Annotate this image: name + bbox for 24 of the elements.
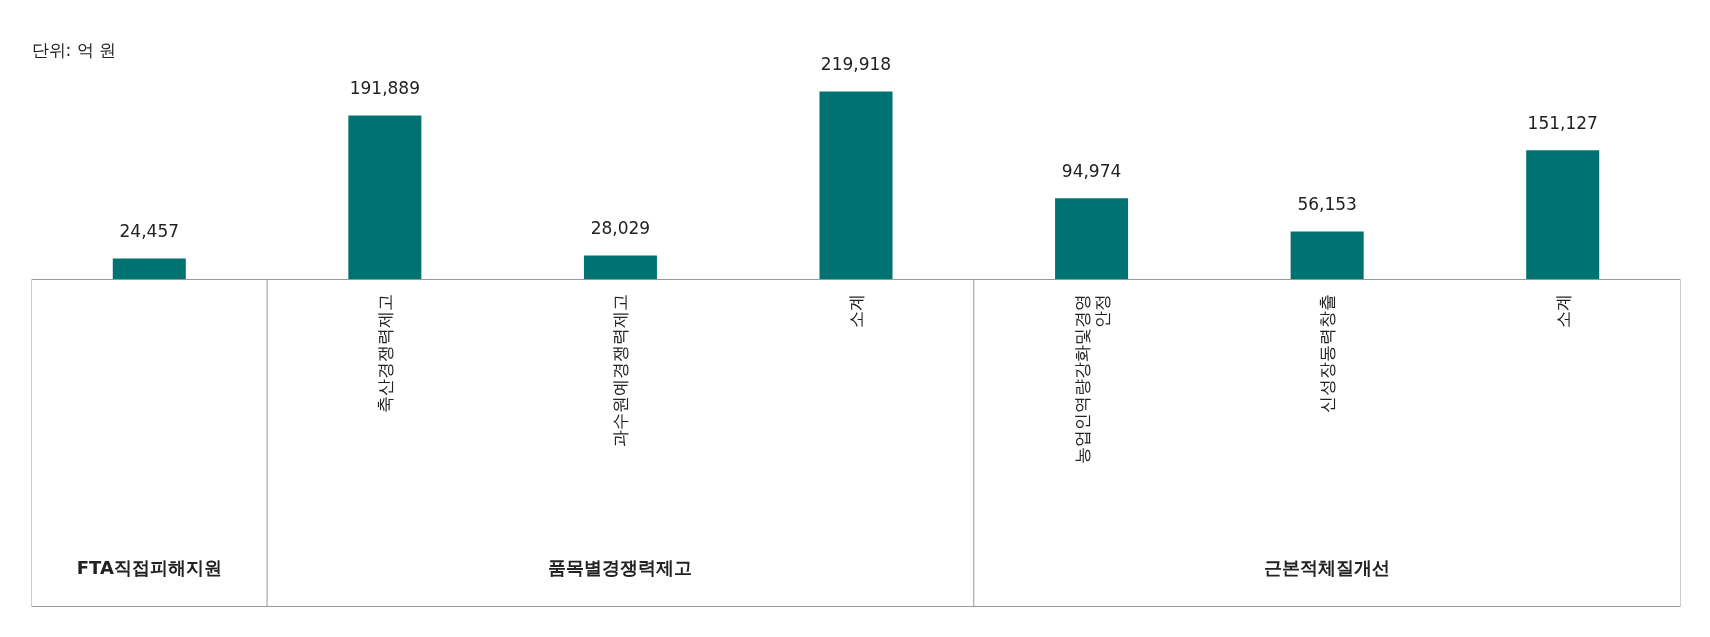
bar <box>819 91 893 280</box>
text: FTA직접피해지원 <box>76 557 222 578</box>
data-label: 94,974 <box>1061 160 1122 181</box>
data-label: 219,918 <box>820 54 892 74</box>
x-tick-label: 과수원예경쟁력제고 <box>610 293 631 447</box>
x-tick-label: 농업인역량강화및경영 안정 <box>1071 293 1112 464</box>
bar <box>1055 198 1129 280</box>
x-tick-label: 축산경쟁력제고 <box>374 293 395 413</box>
x-tick-label: 소계 <box>846 293 866 328</box>
text: 품목별경쟁력제고 <box>548 557 693 578</box>
bar <box>1290 231 1364 280</box>
bar <box>112 258 186 280</box>
data-label: 28,029 <box>590 218 651 239</box>
text: 근본적체질개선 <box>1264 557 1391 578</box>
data-label: 151,127 <box>1527 112 1598 133</box>
data-label: 56,153 <box>1297 194 1357 214</box>
bar <box>1526 150 1600 280</box>
x-tick-label: 신성장동력창출 <box>1317 293 1338 413</box>
bar <box>348 115 422 280</box>
x-tick-label: 소계 <box>1552 293 1573 328</box>
bar <box>583 255 657 280</box>
data-label: 191,889 <box>349 77 421 98</box>
y-axis-title: 단위: 억 원 <box>31 39 117 60</box>
data-label: 24,457 <box>119 221 180 242</box>
